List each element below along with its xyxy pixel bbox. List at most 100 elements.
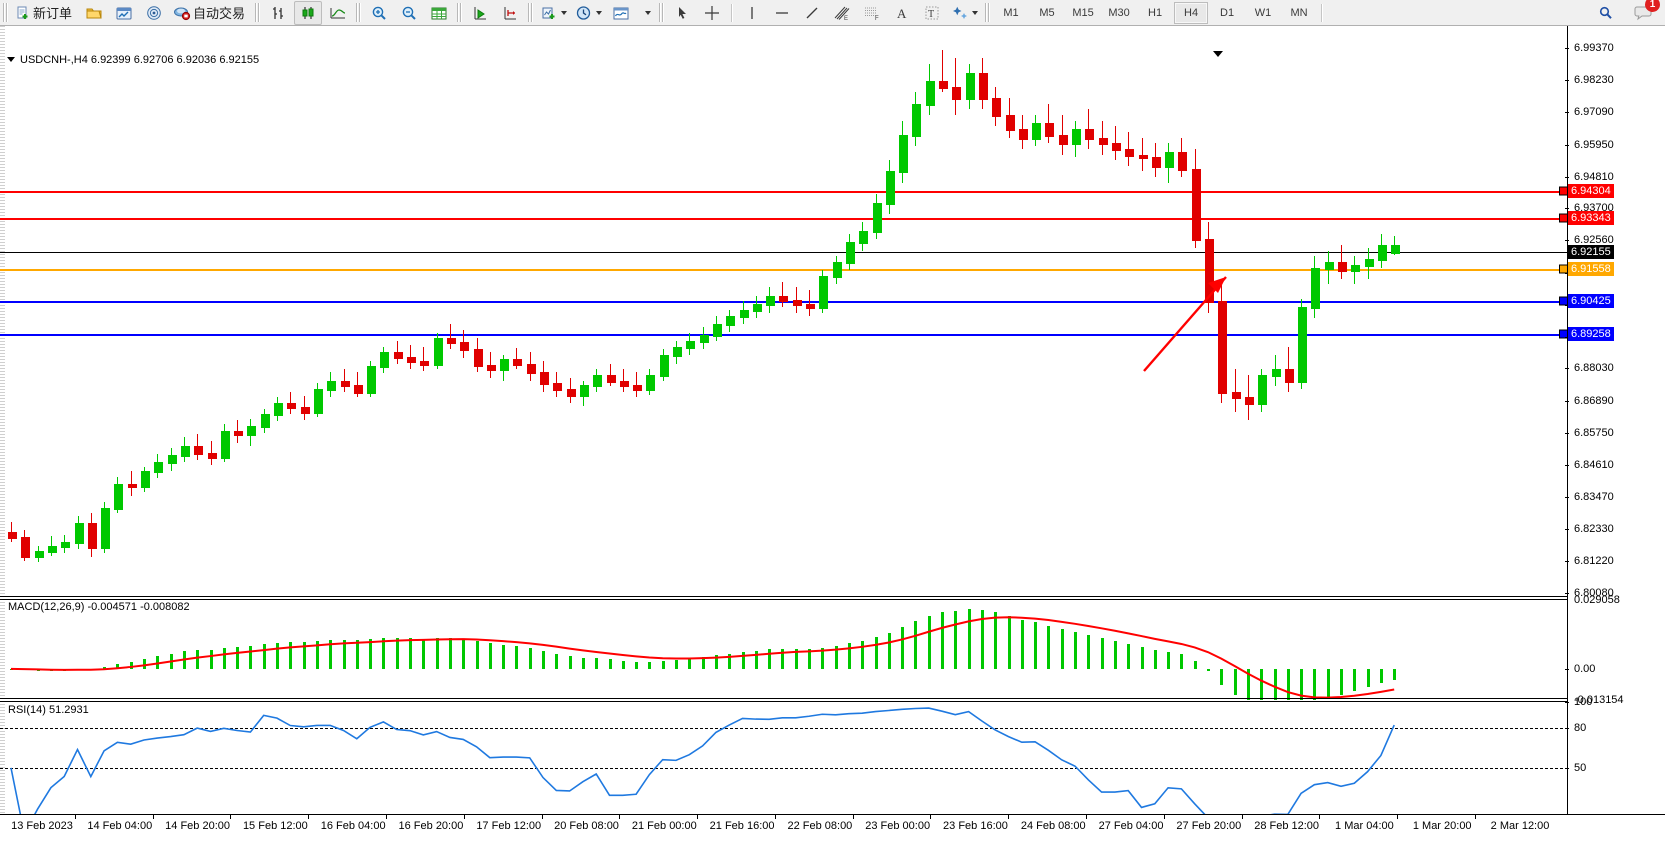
toolbar-grip-4[interactable] bbox=[457, 3, 463, 22]
zoom-out-button[interactable] bbox=[395, 1, 423, 25]
level-line-support[interactable] bbox=[0, 333, 1568, 336]
toolbar-grip-2[interactable] bbox=[255, 3, 261, 22]
price-pill-resistance[interactable]: 6.94304 bbox=[1568, 184, 1614, 199]
level-line-pivot[interactable] bbox=[0, 268, 1568, 271]
notifications-button[interactable]: 1 bbox=[1630, 0, 1660, 25]
toolbar-grip[interactable] bbox=[3, 3, 8, 22]
candle-body bbox=[779, 295, 789, 302]
candle-wick bbox=[1128, 131, 1130, 166]
time-tick bbox=[852, 815, 854, 819]
macd-histogram-bar bbox=[488, 643, 492, 669]
timeframe-h1[interactable]: H1 bbox=[1148, 6, 1163, 19]
auto-scroll-button[interactable] bbox=[466, 1, 494, 25]
vertical-line-button[interactable] bbox=[738, 1, 766, 25]
candle-body bbox=[1218, 301, 1228, 394]
macd-histogram-bar bbox=[1393, 668, 1397, 681]
time-tick bbox=[152, 815, 154, 819]
macd-histogram-bar bbox=[262, 644, 266, 669]
timeframe-mn[interactable]: MN bbox=[1290, 6, 1308, 19]
macd-histogram-bar bbox=[595, 658, 599, 669]
macd-histogram-bar bbox=[555, 653, 559, 669]
cursor-arrow-icon bbox=[675, 5, 689, 21]
templates-button[interactable] bbox=[607, 1, 635, 25]
toolbar-grip-7[interactable] bbox=[985, 3, 991, 22]
price-pane[interactable] bbox=[0, 48, 1568, 593]
market-watch-button[interactable] bbox=[140, 1, 168, 25]
price-axis[interactable]: 6.99370 6.98230 6.97090 6.95950 6.94810 6.937… bbox=[1565, 26, 1665, 814]
chevron-down-icon[interactable] bbox=[561, 10, 568, 15]
macd-histogram-bar bbox=[422, 638, 426, 669]
macd-pane[interactable] bbox=[0, 600, 1568, 700]
candle-body bbox=[885, 171, 895, 205]
toolbar-grip-6[interactable] bbox=[659, 3, 665, 22]
fibonacci-icon: F bbox=[862, 5, 882, 21]
candle-body bbox=[234, 431, 244, 437]
candle-body bbox=[1098, 137, 1108, 146]
chart-shift-button[interactable] bbox=[496, 1, 524, 25]
macd-histogram-bar bbox=[369, 639, 373, 669]
time-axis[interactable]: 13 Feb 2023 14 Feb 04:00 14 Feb 20:00 15 Fe… bbox=[0, 814, 1665, 842]
time-tick-label: 14 Feb 20:00 bbox=[165, 820, 230, 832]
text-label-button[interactable]: T bbox=[918, 1, 946, 25]
price-pill-support[interactable]: 6.89258 bbox=[1568, 326, 1614, 341]
candle-body bbox=[792, 300, 802, 307]
level-line-resistance[interactable] bbox=[0, 191, 1568, 194]
rsi-pane-top-border bbox=[0, 698, 1568, 699]
time-tick bbox=[463, 815, 465, 819]
candlestick-chart-button[interactable] bbox=[294, 0, 323, 25]
toolbar-grip-5[interactable] bbox=[528, 3, 534, 22]
fibonacci-button[interactable]: F bbox=[858, 1, 886, 25]
cursor-button[interactable] bbox=[668, 1, 696, 25]
timeframe-m30[interactable]: M30 bbox=[1108, 6, 1130, 19]
new-order-button[interactable]: 新订单 bbox=[12, 1, 78, 25]
timeframe-m15[interactable]: M15 bbox=[1072, 6, 1094, 19]
auto-trading-button[interactable]: 自动交易 bbox=[170, 1, 251, 25]
timeframe-m5[interactable]: M5 bbox=[1039, 6, 1055, 19]
macd-histogram-bar bbox=[661, 661, 665, 669]
macd-pane-top-border-2 bbox=[0, 599, 1568, 600]
macd-histogram-bar bbox=[834, 645, 838, 669]
indicators-button[interactable] bbox=[537, 1, 570, 25]
chart-area[interactable]: USDCNH-,H4 6.92399 6.92706 6.92036 6.921… bbox=[0, 26, 1665, 842]
bar-chart-button[interactable] bbox=[264, 1, 292, 25]
price-pill-pivot[interactable]: 6.91558 bbox=[1568, 261, 1614, 276]
timeframe-w1[interactable]: W1 bbox=[1254, 6, 1272, 19]
trend-arrow-annotation[interactable] bbox=[1138, 261, 1258, 381]
level-line-resistance[interactable] bbox=[0, 218, 1568, 221]
templates-dropdown-button[interactable] bbox=[637, 1, 655, 25]
chevron-down-icon-4[interactable] bbox=[972, 10, 979, 15]
candle-body bbox=[752, 304, 762, 312]
symbol-ohlc-text: USDCNH-,H4 6.92399 6.92706 6.92036 6.921… bbox=[20, 54, 260, 66]
chevron-down-icon-2[interactable] bbox=[596, 10, 603, 15]
line-chart-button[interactable] bbox=[324, 1, 352, 25]
timeframe-d1[interactable]: D1 bbox=[1220, 6, 1235, 19]
crosshair-button[interactable] bbox=[698, 1, 726, 25]
price-pill-last-price[interactable]: 6.92155 bbox=[1568, 244, 1614, 259]
price-pill-resistance[interactable]: 6.93343 bbox=[1568, 211, 1614, 226]
svg-text:A: A bbox=[897, 6, 907, 21]
trendline-button[interactable] bbox=[798, 1, 826, 25]
price-pill-support[interactable]: 6.90425 bbox=[1568, 293, 1614, 308]
horizontal-line-button[interactable] bbox=[768, 1, 796, 25]
search-button[interactable] bbox=[1592, 1, 1620, 25]
data-window-button[interactable] bbox=[425, 1, 453, 25]
folder-button[interactable] bbox=[80, 1, 108, 25]
macd-histogram-bar bbox=[1286, 668, 1290, 700]
toolbar-grip-3[interactable] bbox=[356, 3, 362, 22]
window-chart-icon bbox=[115, 5, 133, 21]
level-line-last-price[interactable] bbox=[0, 251, 1568, 253]
timeframe-h4[interactable]: H4 bbox=[1174, 1, 1209, 24]
timeframe-m1[interactable]: M1 bbox=[1003, 6, 1019, 19]
chart-collapse-icon[interactable] bbox=[7, 57, 15, 62]
equidistant-channel-button[interactable]: E bbox=[828, 1, 856, 25]
text-button[interactable]: A bbox=[888, 1, 916, 25]
candle-body bbox=[939, 81, 948, 89]
period-button[interactable] bbox=[572, 1, 605, 25]
zoom-in-button[interactable] bbox=[365, 1, 393, 25]
candle-body bbox=[1244, 397, 1254, 406]
rsi-pane[interactable] bbox=[0, 702, 1568, 814]
chevron-down-icon-3[interactable] bbox=[644, 10, 651, 15]
shapes-button[interactable] bbox=[948, 1, 981, 25]
candle-body bbox=[1072, 129, 1081, 146]
profiles-button[interactable] bbox=[110, 1, 138, 25]
